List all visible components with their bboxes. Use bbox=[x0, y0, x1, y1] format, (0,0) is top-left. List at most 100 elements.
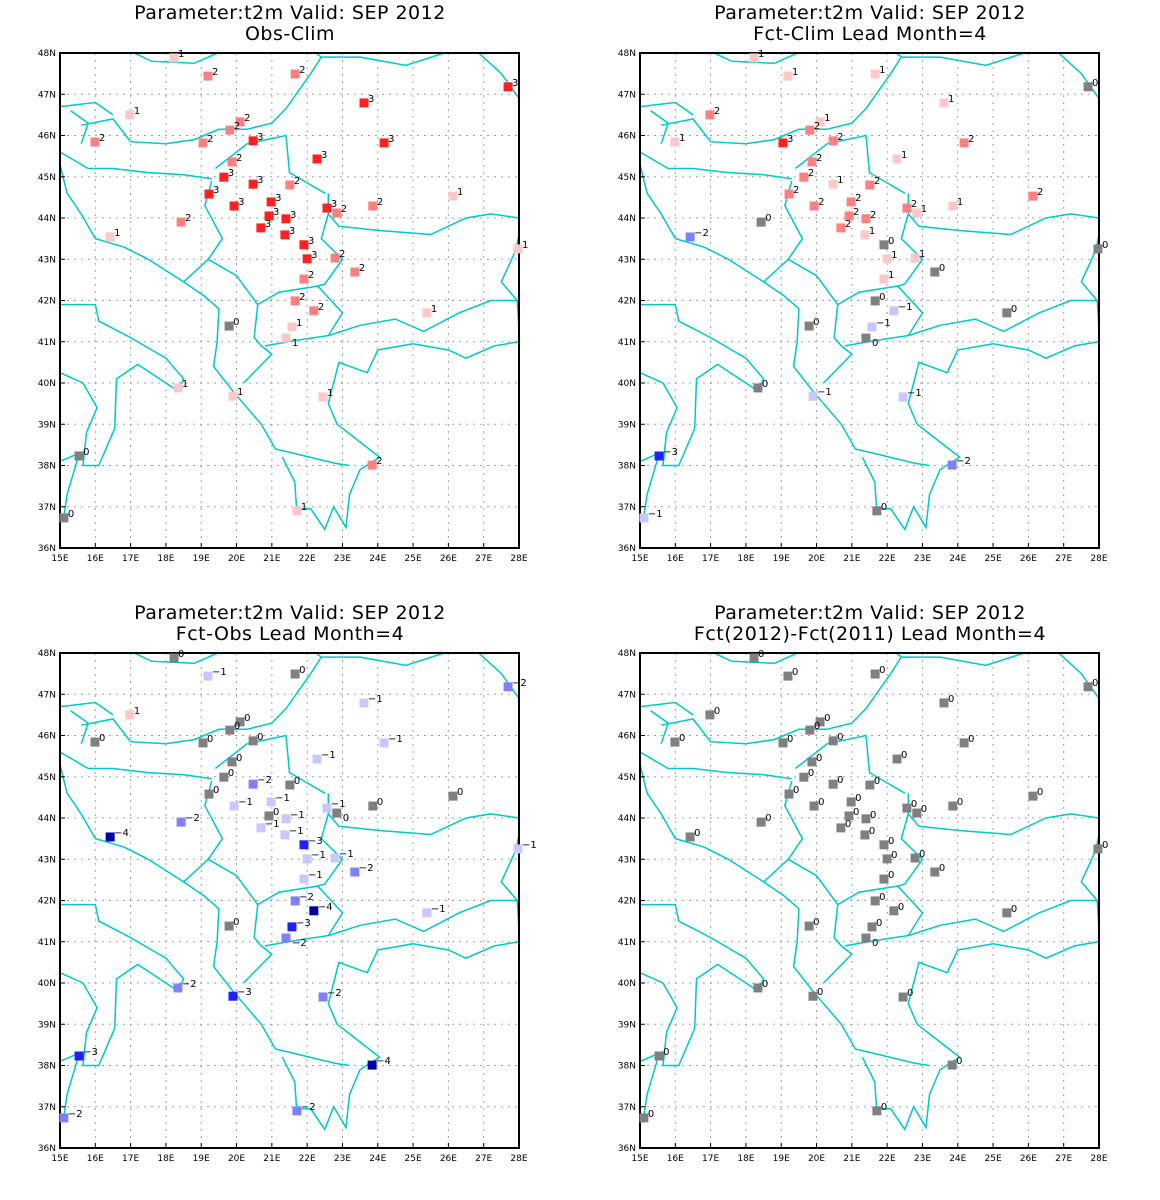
coastline bbox=[907, 793, 1099, 836]
station-value-label: 0 bbox=[1011, 304, 1017, 315]
x-tick-label: 22E bbox=[879, 1154, 896, 1164]
station-marker bbox=[947, 460, 957, 470]
station-value-label: 0 bbox=[881, 502, 887, 513]
station-value-label: 0 bbox=[921, 804, 927, 815]
station-value-label: 0 bbox=[83, 447, 89, 458]
station-marker bbox=[224, 921, 234, 931]
station-marker bbox=[322, 203, 332, 213]
station-marker bbox=[807, 157, 817, 167]
station-marker bbox=[654, 1051, 664, 1061]
station-marker bbox=[882, 254, 892, 264]
map-chart: 15E 16E 17E 18E 19E 20E 21E 22E 23E 24E 25E 26E 27E 2… bbox=[618, 649, 1109, 1164]
station-value-label: −1 bbox=[212, 667, 227, 678]
station-marker bbox=[879, 874, 889, 884]
station-value-label: 2 bbox=[855, 193, 861, 204]
station-value-label: 0 bbox=[911, 799, 917, 810]
station-marker bbox=[219, 172, 229, 182]
panel-fct-clim: Parameter:t2m Valid: SEP 2012 Fct-Clim L… bbox=[580, 0, 1160, 600]
station-marker bbox=[198, 138, 208, 148]
station-marker bbox=[332, 808, 342, 818]
station-value-label: 0 bbox=[257, 732, 263, 743]
station-marker bbox=[815, 717, 825, 727]
station-value-label: 3 bbox=[257, 132, 263, 143]
station-value-label: 2 bbox=[377, 197, 383, 208]
station-marker bbox=[125, 710, 135, 720]
station-marker bbox=[290, 296, 300, 306]
y-tick-label: 41N bbox=[38, 338, 56, 348]
x-tick-label: 26E bbox=[1020, 554, 1037, 564]
station-marker bbox=[309, 906, 319, 916]
panel-subtitle: Fct-Clim Lead Month=4 bbox=[753, 23, 987, 45]
station-value-label: 0 bbox=[663, 1047, 669, 1058]
x-tick-label: 25E bbox=[985, 1154, 1002, 1164]
station-marker bbox=[860, 230, 870, 240]
grid bbox=[640, 653, 1099, 1148]
station-value-label: −2 bbox=[301, 1102, 316, 1113]
station-marker bbox=[280, 830, 290, 840]
x-tick-label: 26E bbox=[440, 1154, 457, 1164]
x-tick-label: 27E bbox=[475, 554, 492, 564]
station-value-label: 2 bbox=[244, 113, 250, 124]
station-value-label: −1 bbox=[431, 904, 446, 915]
station-marker bbox=[805, 125, 815, 135]
station-marker bbox=[804, 921, 814, 931]
station-marker bbox=[299, 840, 309, 850]
x-tick-label: 24E bbox=[369, 1154, 386, 1164]
y-tick-label: 48N bbox=[618, 49, 636, 59]
x-tick-label: 17E bbox=[122, 554, 139, 564]
station-marker bbox=[912, 208, 922, 218]
station-value-label: 0 bbox=[845, 819, 851, 830]
y-tick-label: 37N bbox=[618, 503, 636, 513]
station-value-label: 0 bbox=[853, 807, 859, 818]
y-tick-label: 45N bbox=[618, 173, 636, 183]
panel-title: Parameter:t2m Valid: SEP 2012 bbox=[714, 602, 1026, 624]
station-value-label: −1 bbox=[522, 840, 537, 851]
station-value-label: −2 bbox=[292, 938, 307, 949]
station-value-label: 3 bbox=[213, 185, 219, 196]
panel-title: Parameter:t2m Valid: SEP 2012 bbox=[714, 2, 1026, 24]
station-marker bbox=[299, 874, 309, 884]
station-marker bbox=[125, 110, 135, 120]
x-tick-label: 18E bbox=[737, 1154, 754, 1164]
coastline bbox=[640, 151, 792, 180]
station-marker bbox=[235, 717, 245, 727]
station-value-label: 0 bbox=[1037, 787, 1043, 798]
station-marker bbox=[281, 933, 291, 943]
station-value-label: 1 bbox=[824, 113, 830, 124]
coastlines bbox=[640, 53, 1099, 531]
y-tick-label: 44N bbox=[38, 814, 56, 824]
station-marker bbox=[228, 391, 238, 401]
station-value-label: 0 bbox=[837, 732, 843, 743]
coastline bbox=[81, 56, 322, 145]
station-value-label: 1 bbox=[921, 204, 927, 215]
coastline bbox=[257, 285, 344, 347]
station-marker bbox=[227, 757, 237, 767]
station-value-label: 2 bbox=[294, 176, 300, 187]
y-tick-label: 39N bbox=[618, 420, 636, 430]
x-tick-label: 28E bbox=[510, 1154, 527, 1164]
station-marker bbox=[176, 817, 186, 827]
station-marker bbox=[290, 896, 300, 906]
station-value-label: −1 bbox=[275, 793, 290, 804]
x-tick-label: 20E bbox=[808, 554, 825, 564]
station-marker bbox=[235, 117, 245, 127]
station-marker bbox=[828, 779, 838, 789]
station-value-label: 0 bbox=[765, 813, 771, 824]
station-value-label: −1 bbox=[388, 734, 403, 745]
station-value-label: −3 bbox=[308, 836, 323, 847]
coastline bbox=[60, 101, 114, 116]
x-tick-label: 21E bbox=[843, 554, 860, 564]
station-value-label: −1 bbox=[308, 870, 323, 881]
station-value-label: 0 bbox=[881, 1102, 887, 1113]
station-marker bbox=[783, 671, 793, 681]
coastline bbox=[640, 751, 792, 780]
station-marker bbox=[749, 53, 759, 63]
y-tick-label: 43N bbox=[38, 255, 56, 265]
x-tick-label: 20E bbox=[808, 1154, 825, 1164]
station-marker bbox=[846, 197, 856, 207]
station-value-label: 0 bbox=[762, 979, 768, 990]
coastline bbox=[207, 858, 273, 984]
station-marker bbox=[805, 725, 815, 735]
coastline bbox=[861, 341, 1099, 531]
